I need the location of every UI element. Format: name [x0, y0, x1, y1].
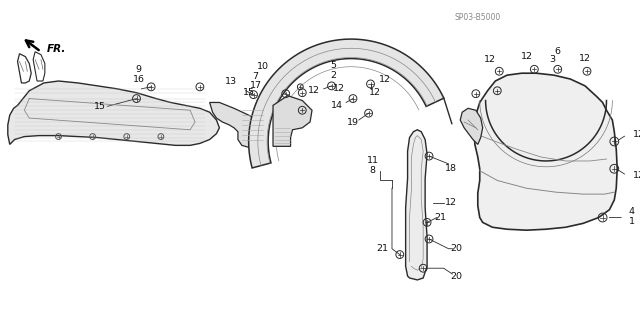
Text: 15: 15 — [243, 88, 255, 97]
Polygon shape — [249, 39, 444, 168]
Text: 6: 6 — [555, 47, 561, 56]
Text: 12: 12 — [633, 130, 640, 139]
Text: 10: 10 — [257, 62, 269, 71]
Polygon shape — [273, 96, 312, 146]
Text: 12: 12 — [308, 86, 320, 95]
Text: 16: 16 — [132, 75, 145, 84]
Text: 12: 12 — [379, 75, 391, 84]
Text: 12: 12 — [579, 54, 591, 63]
Text: 2: 2 — [330, 70, 337, 80]
Text: SP03-B5000: SP03-B5000 — [454, 13, 501, 22]
Text: 15: 15 — [93, 102, 106, 111]
Text: 19: 19 — [347, 118, 359, 127]
Text: 8: 8 — [369, 166, 376, 175]
Text: 12: 12 — [483, 55, 495, 64]
Text: 3: 3 — [549, 55, 555, 64]
Text: 17: 17 — [250, 81, 262, 90]
Text: 20: 20 — [451, 244, 462, 253]
Text: 12: 12 — [333, 84, 346, 93]
Polygon shape — [210, 102, 268, 147]
Text: 1: 1 — [629, 217, 635, 226]
Polygon shape — [474, 73, 617, 230]
Polygon shape — [460, 108, 483, 145]
Text: 12: 12 — [520, 52, 532, 61]
Text: 9: 9 — [136, 65, 141, 74]
Text: 12: 12 — [633, 171, 640, 180]
Text: 21: 21 — [435, 213, 447, 222]
Text: 11: 11 — [367, 156, 378, 166]
Text: 12: 12 — [369, 88, 381, 97]
Text: 7: 7 — [252, 72, 259, 81]
Text: 12: 12 — [445, 198, 456, 207]
Polygon shape — [8, 81, 220, 145]
Text: FR.: FR. — [47, 44, 66, 54]
Text: 14: 14 — [332, 101, 344, 110]
Text: 18: 18 — [445, 164, 456, 173]
Text: 4: 4 — [629, 207, 635, 216]
Text: 13: 13 — [225, 77, 237, 85]
Polygon shape — [406, 130, 427, 280]
Text: 20: 20 — [451, 271, 462, 280]
Text: 5: 5 — [330, 61, 337, 70]
Text: 21: 21 — [376, 244, 388, 253]
